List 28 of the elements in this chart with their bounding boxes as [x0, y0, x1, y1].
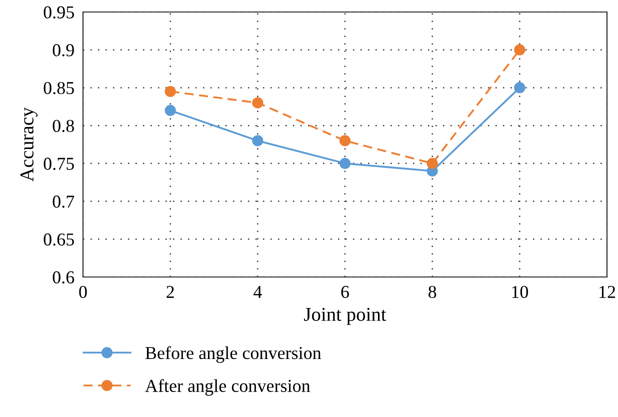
- y-tick-label: 0.65: [44, 233, 74, 246]
- x-tick-label: 4: [254, 286, 262, 298]
- point: [339, 158, 351, 169]
- y-tick-label: 0.8: [52, 120, 74, 132]
- x-tick-label: 2: [166, 286, 174, 298]
- point: [514, 44, 526, 56]
- point: [339, 135, 351, 146]
- point: [252, 97, 264, 108]
- y-tick-label: 0.6: [52, 271, 74, 284]
- y-tick-label: 0.75: [44, 158, 74, 170]
- legend-label: Before angle conversion: [145, 346, 322, 363]
- x-tick-label: 10: [512, 286, 528, 298]
- point: [164, 86, 176, 98]
- point: [514, 82, 526, 94]
- x-axis-title: Joint point: [304, 308, 386, 325]
- x-tick-label: 0: [79, 286, 87, 298]
- x-tick-label: 6: [341, 286, 349, 298]
- point: [426, 158, 438, 169]
- legend-label: After angle conversion: [145, 379, 310, 396]
- point: [252, 135, 264, 146]
- y-tick-label: 0.7: [52, 196, 74, 208]
- y-tick-label: 0.95: [44, 6, 74, 19]
- point: [164, 104, 176, 116]
- y-tick-label: 0.85: [44, 82, 74, 94]
- x-tick-label: 8: [428, 286, 436, 298]
- y-axis-title: Accuracy: [20, 107, 38, 182]
- y-tick-label: 0.9: [52, 44, 74, 56]
- x-tick-label: 12: [600, 286, 616, 298]
